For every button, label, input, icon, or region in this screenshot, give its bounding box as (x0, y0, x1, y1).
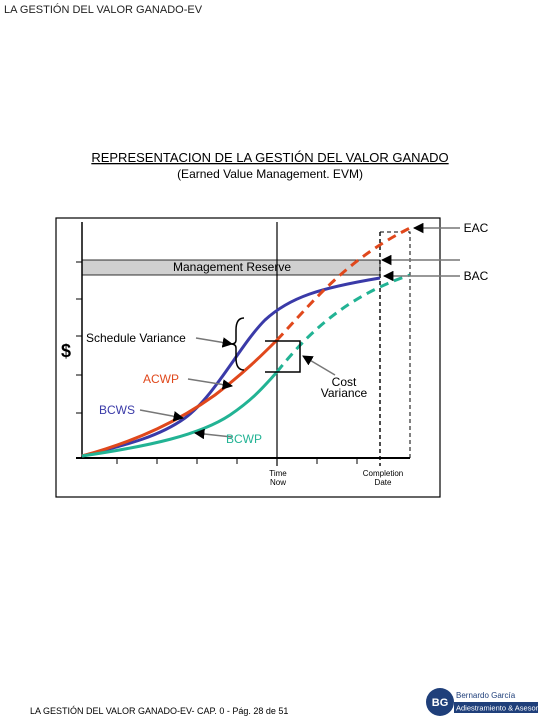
y-axis-label: $ (61, 341, 71, 361)
logo-circle (426, 688, 454, 716)
logo-bar (454, 702, 538, 713)
schedule-variance-label: Schedule Variance (86, 331, 186, 345)
reserve-label: Management Reserve (173, 260, 291, 274)
eac-box (380, 231, 411, 458)
slide-title: REPRESENTACION DE LA GESTIÓN DEL VALOR G… (91, 150, 448, 165)
logo: BG Bernardo García Adiestramiento & Ases… (426, 688, 540, 716)
time-now-line: Time (269, 469, 287, 478)
acwp-label: ACWP (143, 372, 179, 386)
axis-ticks (76, 261, 358, 464)
header-title: LA GESTIÓN DEL VALOR GANADO-EV (4, 3, 203, 16)
bcwp-curve (81, 370, 279, 458)
logo-name: Bernardo García (456, 691, 516, 700)
diagram: Management Reserve $ EAC (55, 217, 489, 498)
time-now-label: Time Now (269, 469, 287, 487)
bcws-label: BCWS (99, 403, 135, 417)
eac-label: EAC (464, 221, 489, 235)
logo-initials: BG (432, 697, 449, 709)
completion-line: Completion (363, 469, 403, 478)
bcwp-label: BCWP (226, 432, 262, 446)
frame (55, 217, 441, 498)
cost-variance-label: Cost Variance (321, 375, 368, 400)
time-now-line: Now (270, 478, 286, 487)
bcws-curve (81, 276, 381, 458)
slide-subtitle: (Earned Value Management. EVM) (177, 167, 363, 181)
cost-variance-line: Cost (332, 375, 357, 389)
completion-line: Date (375, 478, 392, 487)
arrows (139, 222, 460, 440)
logo-tagline: Adiestramiento & Asesoría (456, 704, 540, 713)
cost-bracket (265, 340, 301, 373)
bcwp-forecast (275, 273, 411, 373)
footer-text: LA GESTIÓN DEL VALOR GANADO-EV- CAP. 0 -… (30, 706, 288, 716)
cost-variance-line: Variance (321, 386, 368, 400)
acwp-curve (81, 338, 279, 458)
acwp-forecast (275, 226, 411, 342)
completion-label: Completion Date (363, 469, 403, 487)
bac-label: BAC (464, 269, 489, 283)
